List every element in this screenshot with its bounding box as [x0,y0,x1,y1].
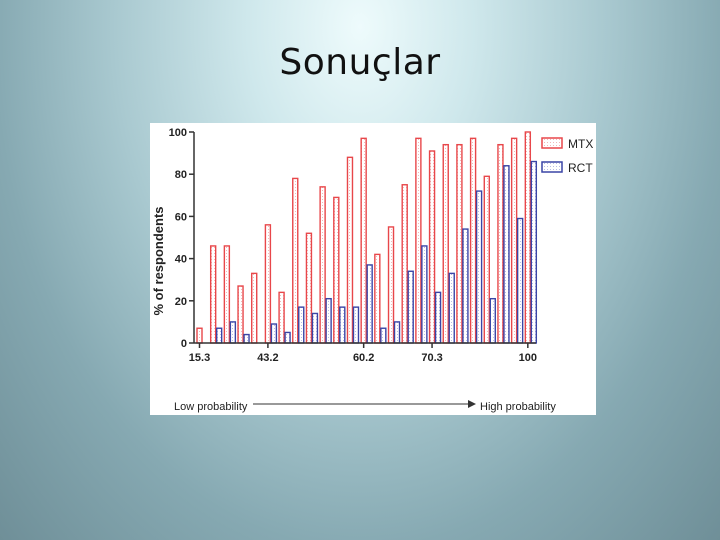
low-probability-label: Low probability [174,401,248,413]
bar-rct [215,327,223,344]
bar-mtx [387,226,395,344]
bar-rct [366,264,373,344]
bar-rct [462,228,469,344]
bar-mtx [278,291,285,344]
y-axis-title: % of respondents [151,206,166,315]
x-tick-label: 15.3 [189,352,210,364]
bar-mtx [305,232,313,344]
bar-rct [475,190,483,344]
x-tick-label: 43.2 [257,352,278,364]
bar-rct [393,321,401,344]
bar-mtx [428,150,436,344]
bar-rct [530,160,538,344]
bar-mtx [251,272,258,344]
legend-label-rct: RCT [568,161,593,175]
bar-rct [448,272,455,344]
y-tick-label: 20 [175,296,187,308]
bar-rct [311,312,319,344]
bar-mtx [360,137,367,344]
bar-rct [503,165,510,344]
bar-mtx [196,327,203,344]
bar-rct [407,270,414,344]
bar-rct [516,217,524,344]
y-tick-label: 40 [175,254,187,266]
bar-mtx [456,143,463,344]
bar-rct [352,306,360,344]
y-tick-label: 0 [181,338,187,350]
bar-rct [229,321,237,344]
bar-mtx [346,156,354,344]
bar-mtx [264,224,272,344]
y-tick-label: 100 [169,127,187,139]
bar-mtx [497,143,504,344]
bar-mtx [442,143,449,344]
bars [196,131,538,344]
bar-mtx [415,137,422,344]
bar-rct [421,245,428,344]
bar-rct [284,331,291,344]
bar-mtx [223,245,231,344]
legend: MTX RCT [541,137,593,175]
legend-swatch-mtx [541,137,563,149]
high-probability-label: High probability [480,401,556,413]
bar-rct [434,291,442,344]
probability-arrow-head [468,400,476,408]
x-axis-ticks: 15.3 43.2 60.2 70.3 100 [189,343,537,364]
bar-rct [325,297,332,344]
bar-rct [380,327,387,344]
bar-chart: 0 20 40 60 80 100 15.3 43.2 60.2 70.3 100 % of re… [151,127,593,413]
bar-mtx [292,177,299,344]
bar-mtx [209,245,217,344]
bar-mtx [319,186,326,344]
legend-swatch-rct [541,161,563,173]
bar-rct [243,333,250,344]
slide-title: Sonuçlar [279,42,441,83]
y-tick-label: 80 [175,169,187,181]
x-tick-label: 70.3 [421,352,442,364]
bar-mtx [510,137,518,344]
chart-panel: 0 20 40 60 80 100 15.3 43.2 60.2 70.3 100 % of re… [150,123,596,415]
x-tick-label: 60.2 [353,352,374,364]
legend-label-mtx: MTX [568,137,593,151]
bar-rct [298,306,305,344]
bar-mtx [237,285,244,344]
bar-rct [339,306,346,344]
bar-mtx [469,137,477,344]
bar-rct [489,297,496,344]
y-tick-label: 60 [175,211,187,223]
bar-mtx [483,175,490,344]
bar-mtx [374,253,381,344]
x-tick-label: 100 [519,352,537,364]
bar-rct [270,323,278,344]
bar-mtx [524,131,532,344]
bar-mtx [333,196,340,344]
y-axis-ticks: 0 20 40 60 80 100 [169,127,194,350]
bar-mtx [401,184,408,344]
